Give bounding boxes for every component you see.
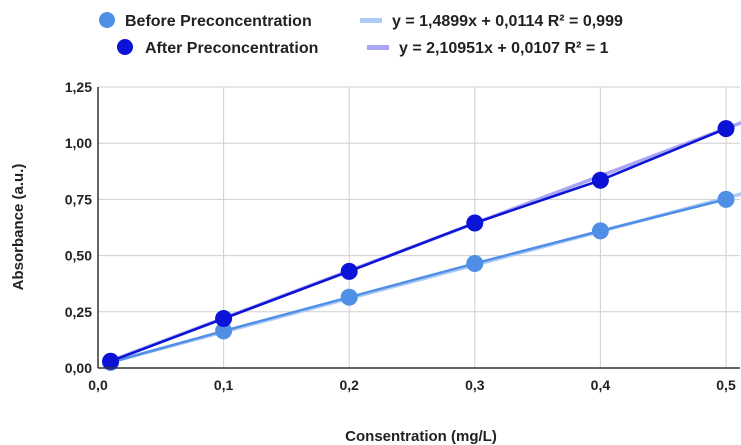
data-point-1 bbox=[466, 214, 484, 232]
y-axis-title: Absorbance (a.u.) bbox=[10, 164, 27, 291]
legend-trendline-label-before: y = 1,4899x + 0,0114 R² = 0,999 bbox=[392, 13, 623, 30]
axes bbox=[97, 87, 740, 369]
data-point-0 bbox=[215, 322, 233, 340]
y-tick-label: 0,00 bbox=[65, 360, 92, 376]
x-tick-label: 0,0 bbox=[88, 377, 108, 393]
gridlines bbox=[98, 86, 740, 368]
data-point-1 bbox=[215, 310, 233, 328]
x-tick-label: 0,5 bbox=[716, 377, 736, 393]
legend-trendline-label-after: y = 2,10951x + 0,0107 R² = 1 bbox=[399, 40, 609, 57]
y-tick-label: 0,75 bbox=[65, 191, 92, 207]
x-tick-label: 0,3 bbox=[465, 377, 485, 393]
tick-labels: 0,0 0,1 0,2 0,3 0,4 0,5 0,00 0,25 0,50 0,75 1,00 1,… bbox=[65, 79, 736, 393]
x-tick-label: 0,4 bbox=[591, 377, 611, 393]
x-axis-title: Consentration (mg/L) bbox=[345, 428, 497, 445]
data-point-1 bbox=[340, 262, 358, 280]
legend: Before Preconcentration y = 1,4899x + 0,… bbox=[99, 12, 623, 57]
series-line-1 bbox=[110, 127, 727, 363]
y-tick-label: 0,50 bbox=[65, 248, 92, 264]
y-tick-label: 1,00 bbox=[65, 135, 92, 151]
data-point-1 bbox=[717, 120, 735, 138]
y-tick-label: 0,25 bbox=[65, 304, 92, 320]
legend-marker-before bbox=[99, 12, 115, 28]
data-point-0 bbox=[591, 222, 609, 240]
data-point-1 bbox=[102, 352, 120, 370]
data-point-0 bbox=[717, 190, 735, 208]
data-point-0 bbox=[340, 288, 358, 306]
legend-trendline-swatch-before bbox=[360, 18, 382, 23]
data-points bbox=[102, 120, 735, 371]
legend-marker-after bbox=[117, 39, 133, 55]
x-tick-label: 0,1 bbox=[214, 377, 234, 393]
legend-trendline-swatch-after bbox=[367, 45, 389, 50]
legend-label-after: After Preconcentration bbox=[145, 40, 318, 57]
legend-label-before: Before Preconcentration bbox=[125, 13, 312, 30]
data-point-1 bbox=[591, 171, 609, 189]
series-lines bbox=[110, 127, 727, 364]
y-tick-label: 1,25 bbox=[65, 79, 92, 95]
data-point-0 bbox=[466, 254, 484, 272]
x-tick-label: 0,2 bbox=[339, 377, 359, 393]
series-line-0 bbox=[110, 198, 727, 364]
